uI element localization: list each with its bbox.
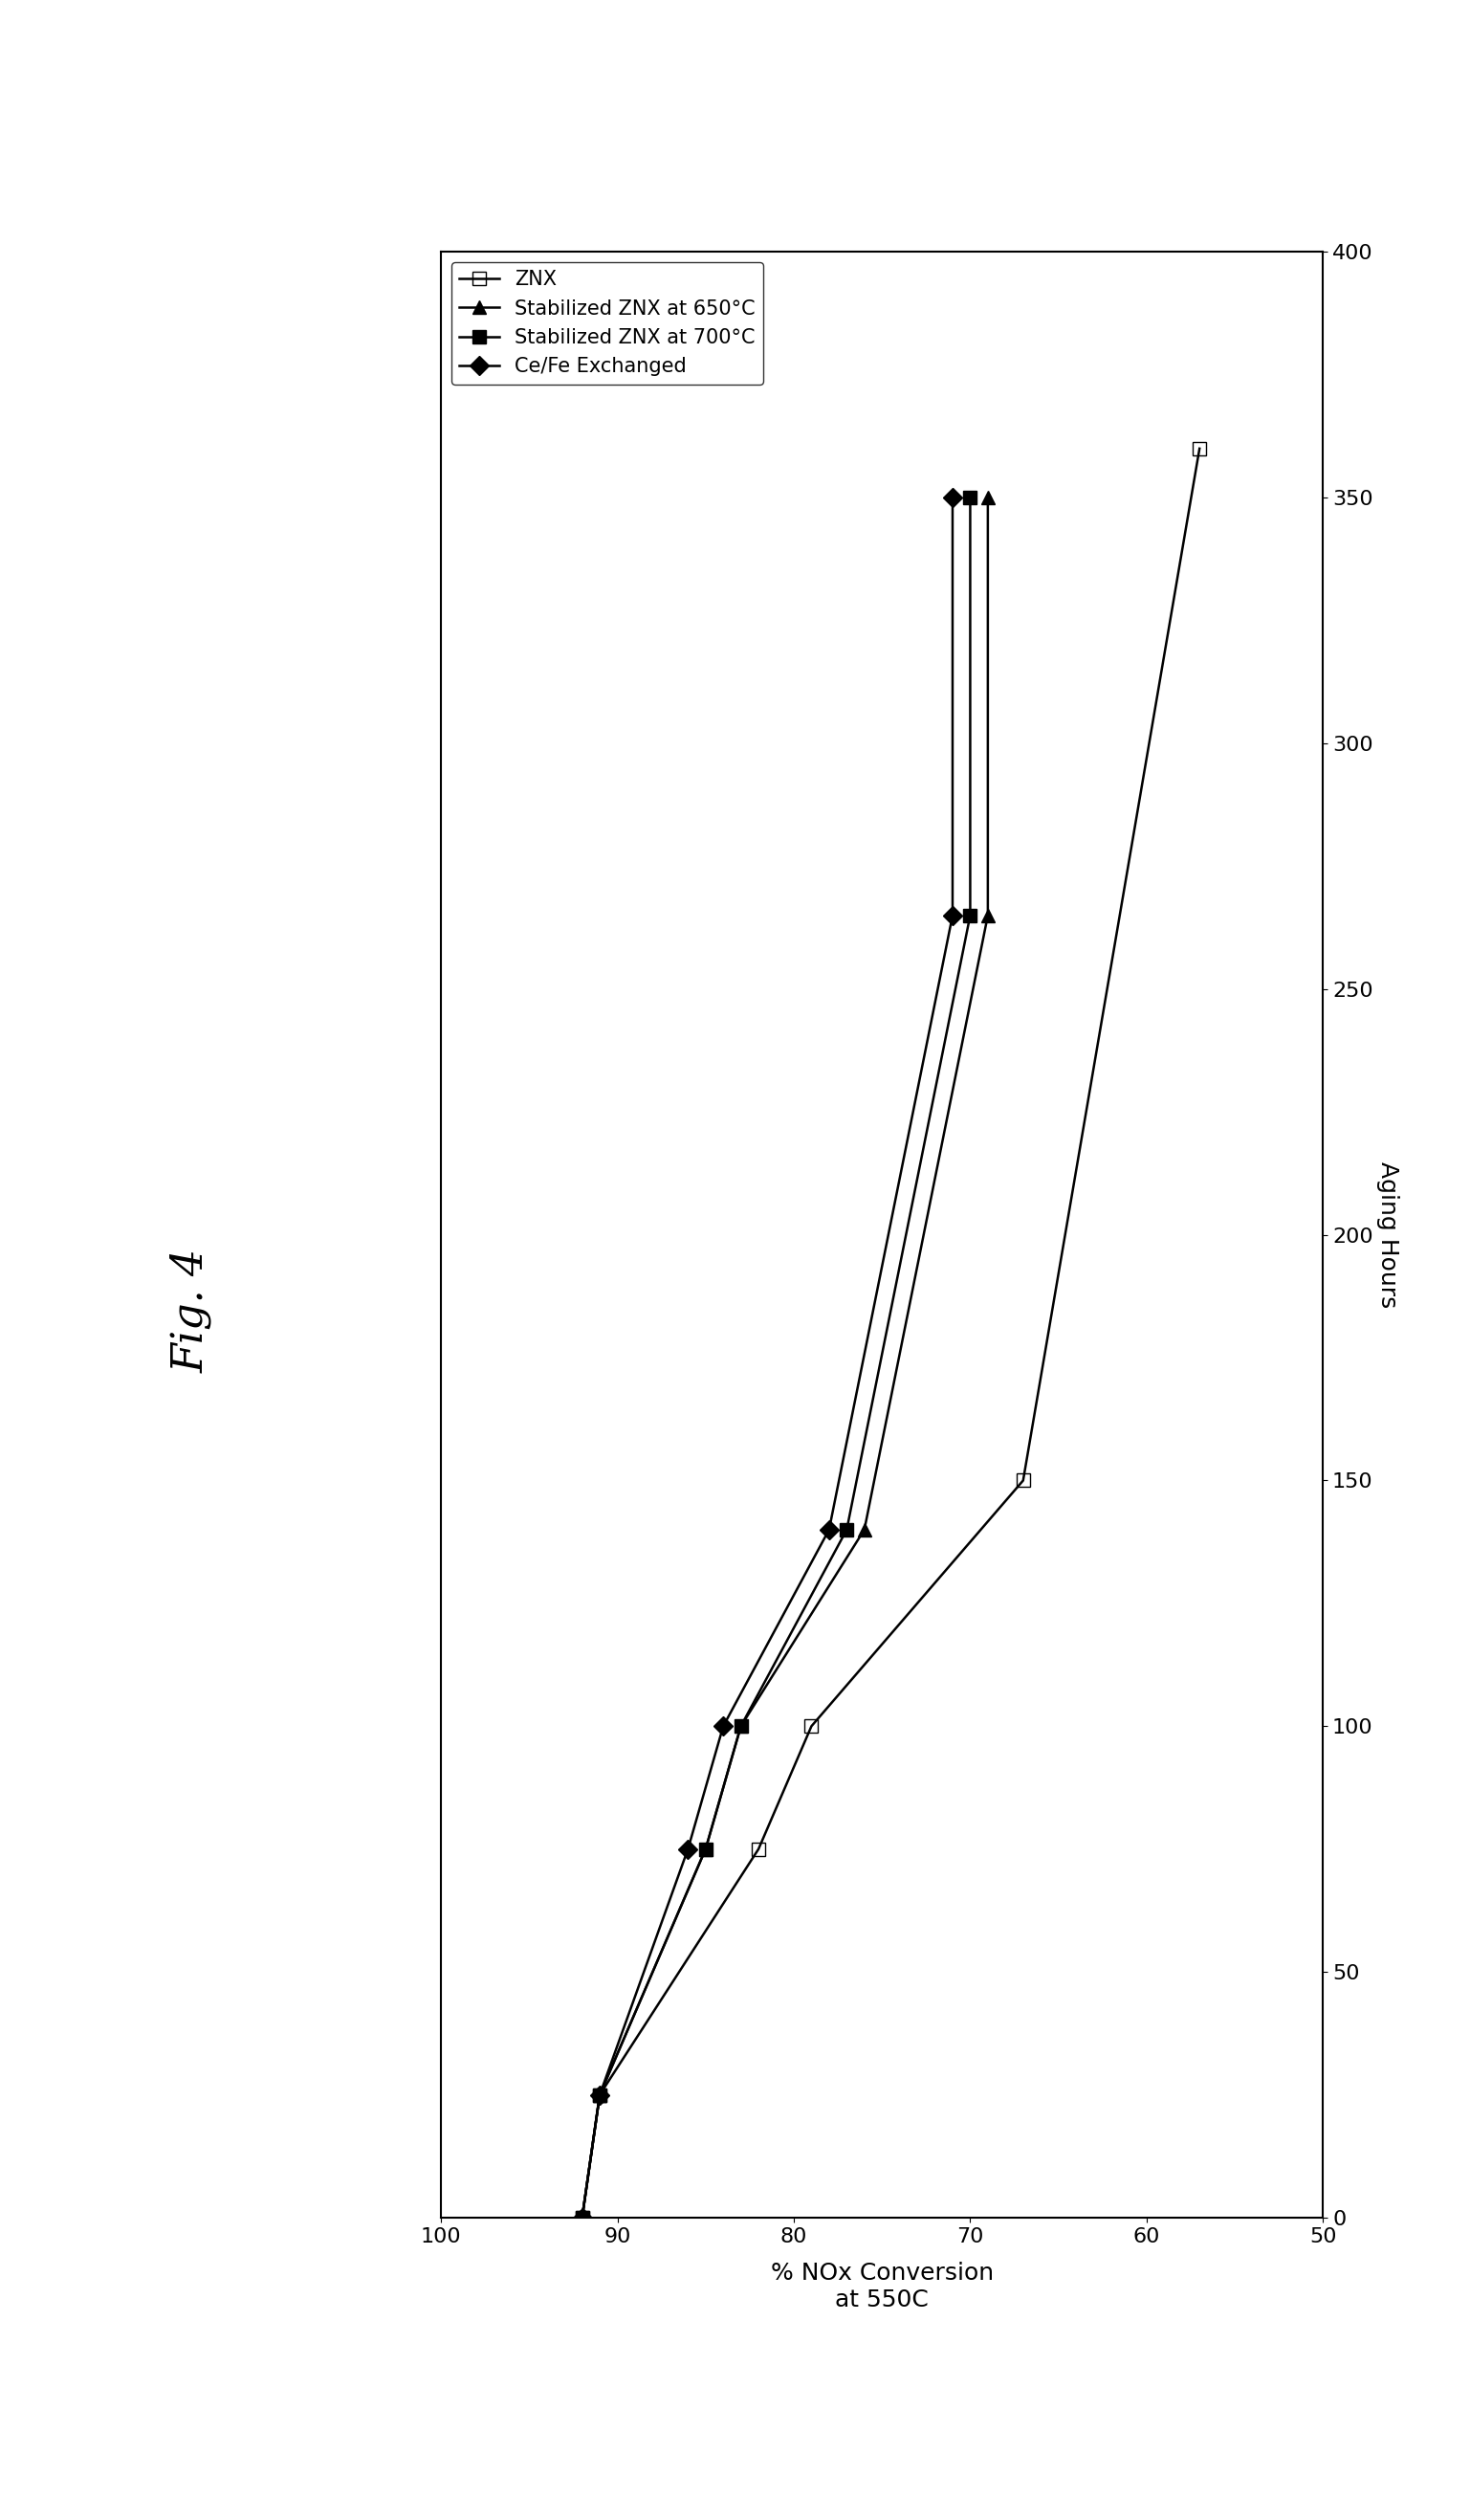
ZNX (1191, 433, 1208, 464)
Stabilized ZNX at 650°C (979, 900, 997, 930)
Line: Stabilized ZNX at 700°C: Stabilized ZNX at 700°C (575, 491, 978, 2225)
Ce/Fe Exchanged (573, 2202, 591, 2233)
Stabilized ZNX at 700°C (732, 1711, 750, 1741)
Stabilized ZNX at 700°C (961, 481, 979, 512)
Ce/Fe Exchanged (944, 900, 961, 930)
Y-axis label: Aging Hours: Aging Hours (1377, 1162, 1399, 1308)
Stabilized ZNX at 700°C (838, 1515, 856, 1545)
Line: Stabilized ZNX at 650°C: Stabilized ZNX at 650°C (575, 491, 995, 2225)
Stabilized ZNX at 700°C (573, 2202, 591, 2233)
Stabilized ZNX at 700°C (961, 900, 979, 930)
Text: Fig. 4: Fig. 4 (171, 1247, 212, 1373)
ZNX (750, 1835, 767, 1865)
Stabilized ZNX at 650°C (732, 1711, 750, 1741)
Ce/Fe Exchanged (820, 1515, 838, 1545)
Line: ZNX: ZNX (575, 441, 1207, 2225)
Stabilized ZNX at 650°C (979, 481, 997, 512)
Stabilized ZNX at 700°C (591, 2079, 609, 2109)
ZNX (1014, 1464, 1032, 1494)
Ce/Fe Exchanged (714, 1711, 732, 1741)
ZNX (573, 2202, 591, 2233)
Legend: ZNX, Stabilized ZNX at 650°C, Stabilized ZNX at 700°C, Ce/Fe Exchanged: ZNX, Stabilized ZNX at 650°C, Stabilized… (451, 262, 763, 386)
Ce/Fe Exchanged (944, 481, 961, 512)
Line: Ce/Fe Exchanged: Ce/Fe Exchanged (575, 491, 960, 2225)
X-axis label: % NOx Conversion
at 550C: % NOx Conversion at 550C (770, 2263, 994, 2311)
Stabilized ZNX at 650°C (856, 1515, 873, 1545)
Ce/Fe Exchanged (679, 1835, 697, 1865)
ZNX (803, 1711, 820, 1741)
Ce/Fe Exchanged (591, 2079, 609, 2109)
Stabilized ZNX at 700°C (697, 1835, 714, 1865)
Stabilized ZNX at 650°C (573, 2202, 591, 2233)
Stabilized ZNX at 650°C (591, 2079, 609, 2109)
ZNX (591, 2079, 609, 2109)
Stabilized ZNX at 650°C (697, 1835, 714, 1865)
